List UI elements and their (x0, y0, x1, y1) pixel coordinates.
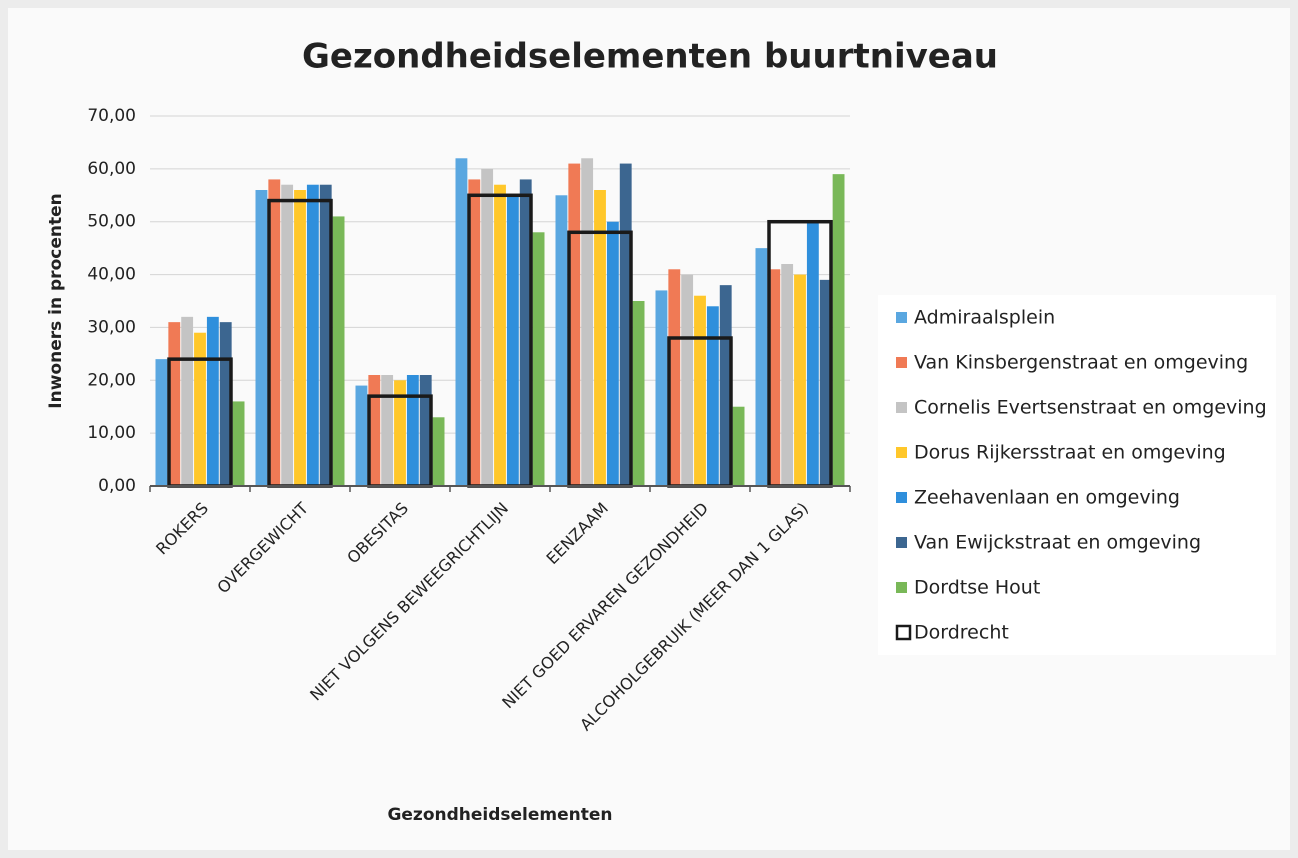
bar (719, 285, 732, 486)
legend-label: Admiraalsplein (914, 307, 1055, 329)
bar (332, 216, 345, 486)
legend-swatch (896, 447, 907, 458)
bar (768, 269, 781, 486)
legend-swatch (896, 537, 907, 548)
bar (681, 274, 694, 486)
bar (568, 163, 581, 487)
bar (455, 158, 468, 487)
bar (481, 168, 494, 486)
y-tick-label: 40,00 (87, 265, 136, 285)
bar (194, 332, 206, 486)
bar (494, 184, 506, 486)
bar (532, 232, 545, 486)
bar (294, 190, 306, 486)
legend-swatch (895, 624, 912, 641)
legend-swatch (896, 582, 907, 593)
bar (219, 322, 232, 486)
legend-swatch (896, 492, 907, 503)
bar (732, 406, 745, 486)
bar (594, 190, 606, 486)
bar (268, 179, 281, 486)
legend-label: Cornelis Evertsenstraat en omgeving (914, 397, 1267, 419)
bar (406, 375, 419, 486)
y-tick-label: 70,00 (87, 106, 136, 126)
legend-label: Dorus Rijkersstraat en omgeving (914, 442, 1226, 464)
chart-title: Gezondheidselementen buurtniveau (302, 37, 998, 77)
bar (694, 295, 706, 486)
bar (355, 385, 368, 486)
x-axis-title: Gezondheidselementen (387, 805, 612, 825)
y-tick-label: 60,00 (87, 159, 136, 179)
bar (555, 195, 568, 487)
bar (806, 221, 819, 486)
legend-swatch (896, 357, 907, 368)
legend-label: Zeehavenlaan en omgeving (914, 487, 1180, 509)
legend-label: Dordtse Hout (914, 577, 1040, 599)
bar (394, 380, 406, 486)
legend-background (878, 295, 1276, 655)
y-tick-label: 10,00 (87, 423, 136, 443)
bar (419, 375, 432, 486)
bar (168, 322, 181, 486)
bar (206, 316, 219, 486)
bar (832, 174, 845, 486)
bar (632, 301, 645, 486)
bar (181, 316, 194, 486)
y-tick-label: 30,00 (87, 317, 136, 337)
bar (368, 375, 381, 486)
bar (432, 417, 445, 486)
legend-label: Van Kinsbergenstraat en omgeving (914, 352, 1248, 374)
bar (668, 269, 681, 486)
bar (506, 195, 519, 487)
legend-label: Dordrecht (914, 622, 1009, 644)
bar (281, 184, 294, 486)
bar (319, 184, 332, 486)
y-tick-label: 50,00 (87, 212, 136, 232)
bar (606, 221, 619, 486)
bar (232, 401, 245, 486)
bar (819, 279, 832, 486)
bar (794, 274, 806, 486)
bar (781, 264, 794, 486)
bar (306, 184, 319, 486)
bar (706, 306, 719, 486)
bar (655, 290, 668, 486)
legend-swatch (896, 402, 907, 413)
y-axis-title: Inwoners in procenten (46, 193, 66, 408)
bar (468, 179, 481, 486)
bar (519, 179, 532, 486)
bar (619, 163, 632, 487)
bar (581, 158, 594, 487)
bar (255, 190, 268, 486)
y-tick-label: 20,00 (87, 370, 136, 390)
bar (755, 248, 768, 486)
bar (381, 375, 394, 486)
bar (155, 359, 168, 486)
y-tick-label: 0,00 (98, 476, 136, 496)
legend-swatch (896, 312, 907, 323)
legend-label: Van Ewijckstraat en omgeving (914, 532, 1201, 554)
